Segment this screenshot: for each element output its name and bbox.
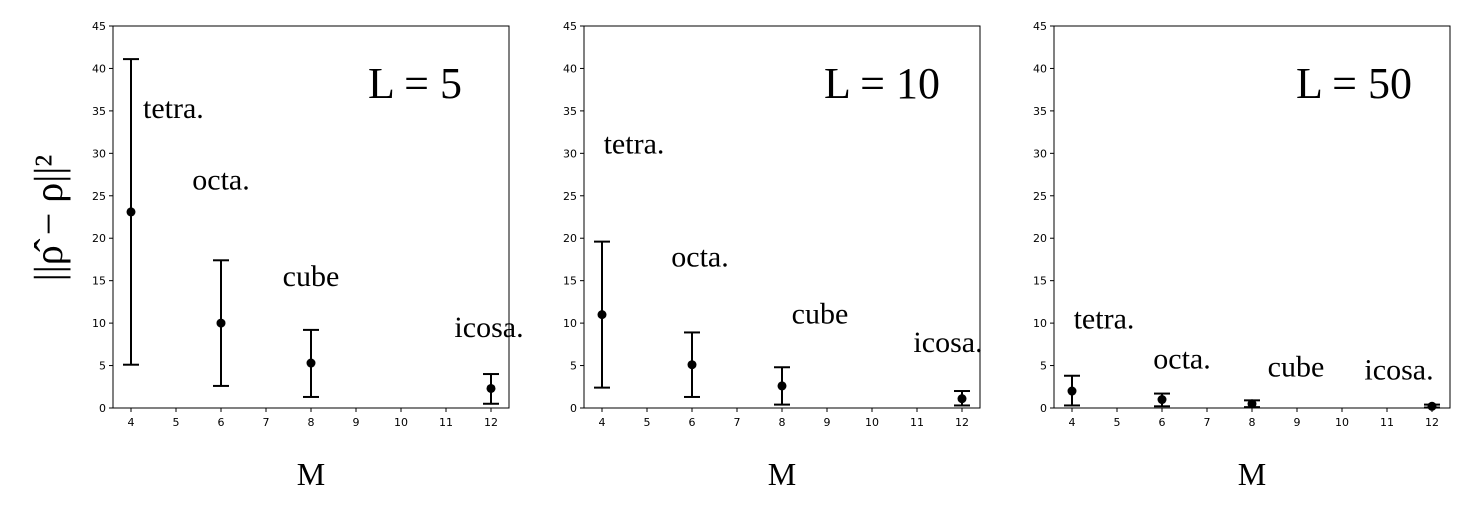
x-tick-label: 11 [1380, 416, 1394, 429]
point-annotation: cube [1268, 350, 1325, 383]
x-tick-label: 11 [439, 416, 453, 429]
chart-title: L = 5 [368, 59, 462, 108]
x-tick-label: 4 [599, 416, 606, 429]
data-point [687, 360, 697, 370]
x-tick-label: 9 [824, 416, 831, 429]
y-tick-label: 5 [570, 360, 577, 373]
data-point [1157, 395, 1167, 405]
y-tick-label: 25 [1033, 190, 1047, 203]
y-tick-label: 10 [92, 317, 106, 330]
x-tick-label: 11 [910, 416, 924, 429]
x-axis-label: M [297, 456, 325, 492]
x-tick-label: 5 [644, 416, 651, 429]
y-tick-label: 15 [92, 275, 106, 288]
x-tick-label: 5 [1114, 416, 1121, 429]
y-tick-label: 30 [563, 147, 577, 160]
chart-title: L = 10 [824, 59, 940, 108]
y-tick-label: 0 [99, 402, 106, 415]
x-tick-label: 12 [1425, 416, 1439, 429]
y-tick-label: 5 [1040, 360, 1047, 373]
y-tick-label: 10 [563, 317, 577, 330]
y-tick-label: 30 [92, 147, 106, 160]
point-annotation: icosa. [454, 311, 523, 344]
y-tick-label: 25 [92, 190, 106, 203]
x-tick-label: 9 [1294, 416, 1301, 429]
y-tick-label: 45 [1033, 20, 1047, 33]
x-tick-label: 6 [689, 416, 696, 429]
y-tick-label: 40 [92, 62, 106, 75]
y-tick-label: 25 [563, 190, 577, 203]
x-tick-label: 7 [263, 416, 270, 429]
y-tick-label: 45 [563, 20, 577, 33]
y-tick-label: 40 [1033, 62, 1047, 75]
data-point [1427, 401, 1437, 411]
x-tick-label: 4 [1069, 416, 1076, 429]
chart-title: L = 50 [1296, 59, 1412, 108]
x-tick-label: 6 [218, 416, 225, 429]
y-tick-label: 20 [563, 232, 577, 245]
point-annotation: tetra. [604, 128, 665, 161]
point-annotation: cube [792, 297, 849, 330]
point-annotation: octa. [671, 240, 728, 273]
data-point [306, 358, 316, 368]
point-annotation: octa. [1153, 343, 1210, 376]
point-annotation: tetra. [1074, 303, 1135, 336]
data-point [777, 381, 787, 391]
x-tick-label: 4 [128, 416, 135, 429]
point-annotation: tetra. [143, 92, 204, 125]
point-annotation: icosa. [913, 326, 982, 359]
y-tick-label: 20 [92, 232, 106, 245]
x-tick-label: 5 [173, 416, 180, 429]
y-tick-label: 0 [570, 402, 577, 415]
y-axis-label: ||ρ̂ − ρ||² [26, 155, 71, 282]
x-tick-label: 7 [734, 416, 741, 429]
x-tick-label: 9 [353, 416, 360, 429]
x-tick-label: 10 [394, 416, 408, 429]
x-axis-label: M [1238, 456, 1266, 492]
data-point [126, 207, 136, 217]
y-tick-label: 30 [1033, 147, 1047, 160]
data-point [486, 383, 496, 393]
x-axis-label: M [768, 456, 796, 492]
y-tick-label: 35 [563, 105, 577, 118]
y-tick-label: 35 [1033, 105, 1047, 118]
x-tick-label: 10 [1335, 416, 1349, 429]
data-point [1067, 386, 1077, 396]
point-annotation: icosa. [1364, 354, 1433, 387]
x-tick-label: 12 [484, 416, 498, 429]
y-tick-label: 40 [563, 62, 577, 75]
data-point [597, 310, 607, 320]
data-point [1247, 399, 1257, 409]
x-tick-label: 8 [308, 416, 315, 429]
point-annotation: cube [283, 260, 340, 293]
y-tick-label: 45 [92, 20, 106, 33]
y-tick-label: 15 [563, 275, 577, 288]
x-tick-label: 12 [955, 416, 969, 429]
data-point [957, 394, 967, 404]
x-tick-label: 8 [1249, 416, 1256, 429]
x-tick-label: 10 [865, 416, 879, 429]
x-tick-label: 6 [1159, 416, 1166, 429]
y-tick-label: 10 [1033, 317, 1047, 330]
x-tick-label: 8 [779, 416, 786, 429]
y-tick-label: 35 [92, 105, 106, 118]
data-point [216, 318, 226, 328]
point-annotation: octa. [192, 163, 249, 196]
y-tick-label: 0 [1040, 402, 1047, 415]
x-tick-label: 7 [1204, 416, 1211, 429]
y-tick-label: 5 [99, 360, 106, 373]
y-tick-label: 15 [1033, 275, 1047, 288]
y-tick-label: 20 [1033, 232, 1047, 245]
